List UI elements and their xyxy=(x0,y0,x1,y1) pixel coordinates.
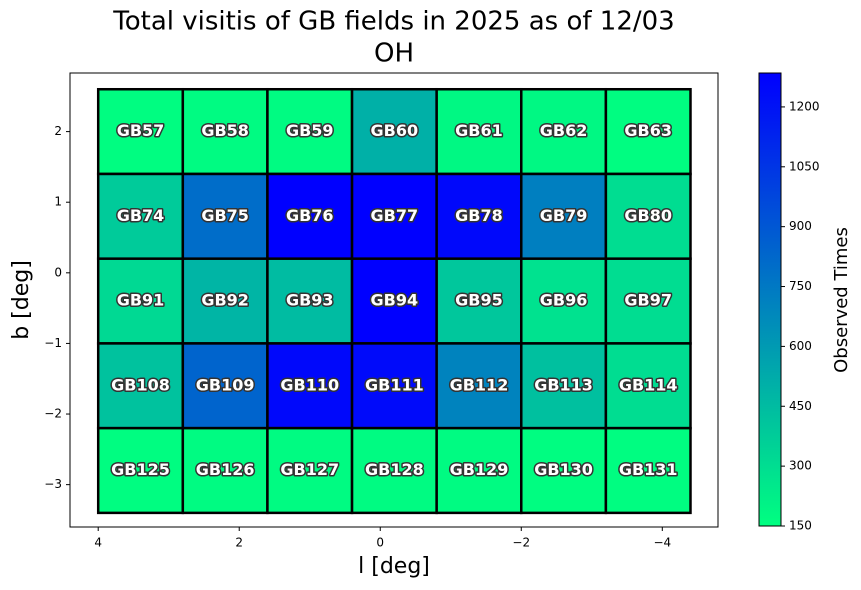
cell-label: GB94 xyxy=(371,291,419,310)
cell xyxy=(350,342,438,430)
cell-label: GB63 xyxy=(624,121,672,140)
chart-title: Total visitis of GB fields in 2025 as of… xyxy=(112,7,674,37)
y-tick-label: 2 xyxy=(54,124,62,138)
cell xyxy=(266,426,354,515)
colorbar-tick-label: 600 xyxy=(789,339,812,353)
cell xyxy=(520,426,608,515)
cell-label: GB95 xyxy=(455,291,503,310)
cell-label: GB80 xyxy=(624,206,672,225)
y-tick-label: −1 xyxy=(44,336,62,350)
colorbar-tick-label: 150 xyxy=(789,519,812,533)
x-tick-label: 2 xyxy=(235,536,243,550)
x-axis-label: l [deg] xyxy=(358,554,430,579)
cell-label: GB74 xyxy=(117,206,165,225)
cell-label: GB93 xyxy=(286,291,334,310)
x-tick-label: 0 xyxy=(376,536,384,550)
y-tick-label: 0 xyxy=(54,265,62,279)
cell xyxy=(96,426,185,515)
colorbar xyxy=(758,72,782,527)
cell xyxy=(181,257,269,345)
cell-label: GB58 xyxy=(201,121,249,140)
cell-label: GB128 xyxy=(365,460,424,479)
plot-frame xyxy=(69,72,719,528)
cell-label: GB61 xyxy=(455,121,503,140)
cell xyxy=(350,257,438,345)
cell xyxy=(350,426,438,515)
cell-label: GB131 xyxy=(619,460,678,479)
cell-label: GB108 xyxy=(111,375,170,394)
cell xyxy=(181,426,269,515)
cell xyxy=(604,172,692,260)
colorbar-tick-label: 300 xyxy=(789,459,812,473)
chart-title: OH xyxy=(374,39,414,69)
cell-label: GB110 xyxy=(280,375,339,394)
cell xyxy=(604,426,692,515)
cell-label: GB60 xyxy=(371,121,419,140)
cell-label: GB78 xyxy=(455,206,503,225)
y-axis-label: b [deg] xyxy=(9,260,34,340)
cell xyxy=(96,342,185,430)
cell-label: GB113 xyxy=(534,375,593,394)
cell xyxy=(604,87,692,176)
cell-label: GB126 xyxy=(196,460,255,479)
cell-label: GB77 xyxy=(371,206,419,225)
cell-label: GB79 xyxy=(540,206,588,225)
cell xyxy=(96,257,185,345)
cell-label: GB91 xyxy=(117,291,165,310)
colorbar-tick-label: 1050 xyxy=(789,159,820,173)
cell xyxy=(266,257,354,345)
colorbar-tick-label: 450 xyxy=(789,399,812,413)
y-tick-label: 1 xyxy=(54,195,62,209)
cell-label: GB62 xyxy=(540,121,588,140)
cell xyxy=(266,342,354,430)
x-tick-label: 4 xyxy=(94,536,102,550)
cell-label: GB92 xyxy=(201,291,249,310)
cell-label: GB97 xyxy=(624,291,672,310)
cell xyxy=(435,342,523,430)
colorbar-tick-label: 900 xyxy=(789,219,812,233)
cell-label: GB75 xyxy=(201,206,249,225)
cell-label: GB129 xyxy=(450,460,509,479)
cell-label: GB109 xyxy=(196,375,255,394)
cell-label: GB130 xyxy=(534,460,593,479)
y-tick-label: −2 xyxy=(44,407,62,421)
cell xyxy=(266,172,354,260)
cell-label: GB96 xyxy=(540,291,588,310)
x-tick-label: −2 xyxy=(512,536,530,550)
x-tick-label: −4 xyxy=(653,536,671,550)
cell-label: GB112 xyxy=(450,375,509,394)
cell-label: GB114 xyxy=(619,375,678,394)
colorbar-tick-label: 750 xyxy=(789,279,812,293)
cell xyxy=(604,342,692,430)
cell-label: GB76 xyxy=(286,206,334,225)
cell xyxy=(435,87,523,176)
cell-label: GB111 xyxy=(365,375,424,394)
cell xyxy=(520,87,608,176)
colorbar-label: Observed Times xyxy=(831,227,852,373)
y-tick-label: −3 xyxy=(44,477,62,491)
cell-label: GB59 xyxy=(286,121,334,140)
cell xyxy=(435,257,523,345)
cell xyxy=(520,172,608,260)
cell-label: GB127 xyxy=(280,460,339,479)
colorbar-tick-label: 1200 xyxy=(789,99,820,113)
cell-label: GB57 xyxy=(117,121,165,140)
cell-label: GB125 xyxy=(111,460,170,479)
